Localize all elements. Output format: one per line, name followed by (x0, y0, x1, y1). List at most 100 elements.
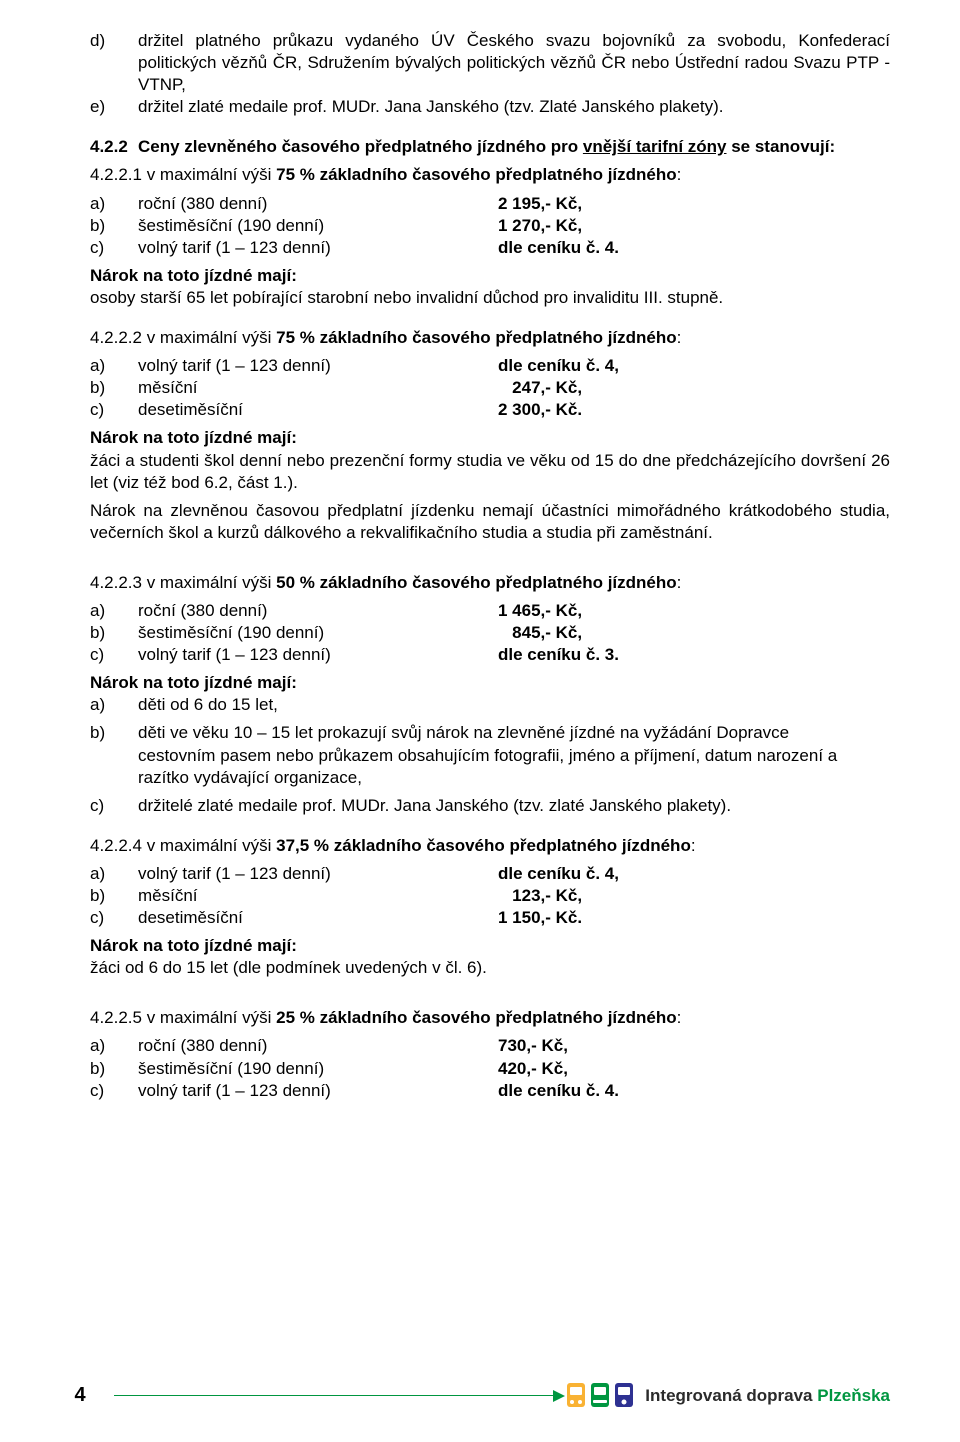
entitlement-heading: Nárok na toto jízdné mají: (90, 265, 890, 287)
section-4-2-2: 4.2.2 Ceny zlevněného časového předplatn… (90, 136, 890, 158)
entitlement-text: žáci a studenti škol denní nebo prezenčn… (90, 450, 890, 494)
price-value: 247,- Kč, (498, 377, 890, 399)
brand-text: Integrovaná doprava (645, 1386, 817, 1405)
price-row: c) volný tarif (1 – 123 denní) dle ceník… (90, 237, 890, 259)
entitlement-heading: Nárok na toto jízdné mají: (90, 935, 890, 957)
heading-suffix: : (677, 573, 682, 592)
list-marker: a) (90, 863, 138, 885)
price-value: dle ceníku č. 4, (498, 355, 890, 377)
list-marker: a) (90, 355, 138, 377)
price-item: šestiměsíční (190 denní) (138, 215, 498, 237)
list-marker: b) (90, 722, 138, 788)
heading-bold: 75 % základního časového předplatného jí… (276, 165, 677, 184)
list-marker: c) (90, 795, 138, 817)
list-text: děti ve věku 10 – 15 let prokazují svůj … (138, 722, 890, 788)
price-item: volný tarif (1 – 123 denní) (138, 1080, 498, 1102)
list-marker: b) (90, 377, 138, 399)
page-number: 4 (50, 1384, 110, 1407)
heading-prefix: 4.2.2.5 v maximální výši (90, 1008, 276, 1027)
price-row: b) šestiměsíční (190 denní) 845,- Kč, (90, 622, 890, 644)
price-value: 123,- Kč, (498, 885, 890, 907)
list-marker: e) (90, 96, 138, 118)
tram-icon (589, 1380, 611, 1410)
price-row: b) šestiměsíční (190 denní) 420,- Kč, (90, 1058, 890, 1080)
heading-prefix: 4.2.2.4 v maximální výši (90, 836, 276, 855)
heading-4-2-2-3: 4.2.2.3 v maximální výši 50 % základního… (90, 572, 890, 594)
heading-prefix: 4.2.2.1 v maximální výši (90, 165, 276, 184)
list-marker: c) (90, 399, 138, 421)
list-item-e: e) držitel zlaté medaile prof. MUDr. Jan… (90, 96, 890, 118)
heading-4-2-2-5: 4.2.2.5 v maximální výši 25 % základního… (90, 1007, 890, 1029)
price-row: c) desetiměsíční 2 300,- Kč. (90, 399, 890, 421)
list-marker: a) (90, 600, 138, 622)
price-item: roční (380 denní) (138, 600, 498, 622)
list-item: a) děti od 6 do 15 let, (90, 694, 890, 716)
price-item: volný tarif (1 – 123 denní) (138, 644, 498, 666)
price-value: dle ceníku č. 4. (498, 1080, 890, 1102)
list-marker: a) (90, 193, 138, 215)
price-item: šestiměsíční (190 denní) (138, 622, 498, 644)
heading-4-2-2-4: 4.2.2.4 v maximální výši 37,5 % základní… (90, 835, 890, 857)
price-value: 420,- Kč, (498, 1058, 890, 1080)
list-item-d: d) držitel platného průkazu vydaného ÚV … (90, 30, 890, 96)
logo-icons (565, 1380, 635, 1410)
heading-bold: 25 % základního časového předplatného jí… (276, 1008, 677, 1027)
list-marker: a) (90, 694, 138, 716)
list-text: děti od 6 do 15 let, (138, 694, 890, 716)
section-title: Ceny zlevněného časového předplatného jí… (138, 136, 890, 158)
price-row: c) volný tarif (1 – 123 denní) dle ceník… (90, 1080, 890, 1102)
list-text: držitel zlaté medaile prof. MUDr. Jana J… (138, 96, 890, 118)
entitlement-heading: Nárok na toto jízdné mají: (90, 672, 890, 694)
heading-suffix: : (677, 328, 682, 347)
price-item: měsíční (138, 377, 498, 399)
entitlement-text: Nárok na zlevněnou časovou předplatní jí… (90, 500, 890, 544)
price-item: roční (380 denní) (138, 193, 498, 215)
heading-suffix: : (691, 836, 696, 855)
price-row: a) roční (380 denní) 2 195,- Kč, (90, 193, 890, 215)
price-value: 1 270,- Kč, (498, 215, 890, 237)
entitlement-text: osoby starší 65 let pobírající starobní … (90, 287, 890, 309)
price-value: 1 150,- Kč. (498, 907, 890, 929)
price-item: desetiměsíční (138, 907, 498, 929)
price-value: 845,- Kč, (498, 622, 890, 644)
list-item: c) držitelé zlaté medaile prof. MUDr. Ja… (90, 795, 890, 817)
price-row: b) šestiměsíční (190 denní) 1 270,- Kč, (90, 215, 890, 237)
heading-bold: 37,5 % základního časového předplatného … (276, 836, 691, 855)
heading-suffix: : (677, 165, 682, 184)
heading-prefix: 4.2.2.2 v maximální výši (90, 328, 276, 347)
section-title-part: se stanovují: (727, 137, 836, 156)
list-marker: c) (90, 907, 138, 929)
heading-4-2-2-1: 4.2.2.1 v maximální výši 75 % základního… (90, 164, 890, 186)
list-item: b) děti ve věku 10 – 15 let prokazují sv… (90, 722, 890, 788)
train-icon (613, 1380, 635, 1410)
footer-divider (114, 1395, 553, 1396)
footer-logo: Integrovaná doprava Plzeňska (565, 1380, 890, 1410)
list-text: držitel platného průkazu vydaného ÚV Čes… (138, 30, 890, 96)
price-value: dle ceníku č. 4, (498, 863, 890, 885)
price-value: dle ceníku č. 3. (498, 644, 890, 666)
entitlement-text: žáci od 6 do 15 let (dle podmínek uveden… (90, 957, 890, 979)
price-value: 1 465,- Kč, (498, 600, 890, 622)
document-page: d) držitel platného průkazu vydaného ÚV … (0, 0, 960, 1442)
price-row: a) roční (380 denní) 730,- Kč, (90, 1035, 890, 1057)
price-row: a) volný tarif (1 – 123 denní) dle ceník… (90, 863, 890, 885)
price-value: 730,- Kč, (498, 1035, 890, 1057)
list-marker: d) (90, 30, 138, 96)
price-row: b) měsíční 247,- Kč, (90, 377, 890, 399)
list-text: držitelé zlaté medaile prof. MUDr. Jana … (138, 795, 890, 817)
section-title-part: Ceny zlevněného časového předplatného jí… (138, 137, 583, 156)
heading-suffix: : (677, 1008, 682, 1027)
list-marker: b) (90, 1058, 138, 1080)
price-row: c) volný tarif (1 – 123 denní) dle ceník… (90, 644, 890, 666)
price-item: roční (380 denní) (138, 1035, 498, 1057)
page-footer: 4 Integrovaná doprava Plzeňska (0, 1370, 960, 1420)
price-item: volný tarif (1 – 123 denní) (138, 237, 498, 259)
price-value: 2 300,- Kč. (498, 399, 890, 421)
price-item: volný tarif (1 – 123 denní) (138, 355, 498, 377)
section-number: 4.2.2 (90, 136, 138, 158)
section-title-underline: vnější tarifní zóny (583, 137, 727, 156)
price-row: a) roční (380 denní) 1 465,- Kč, (90, 600, 890, 622)
price-row: a) volný tarif (1 – 123 denní) dle ceník… (90, 355, 890, 377)
list-marker: b) (90, 215, 138, 237)
price-row: b) měsíční 123,- Kč, (90, 885, 890, 907)
